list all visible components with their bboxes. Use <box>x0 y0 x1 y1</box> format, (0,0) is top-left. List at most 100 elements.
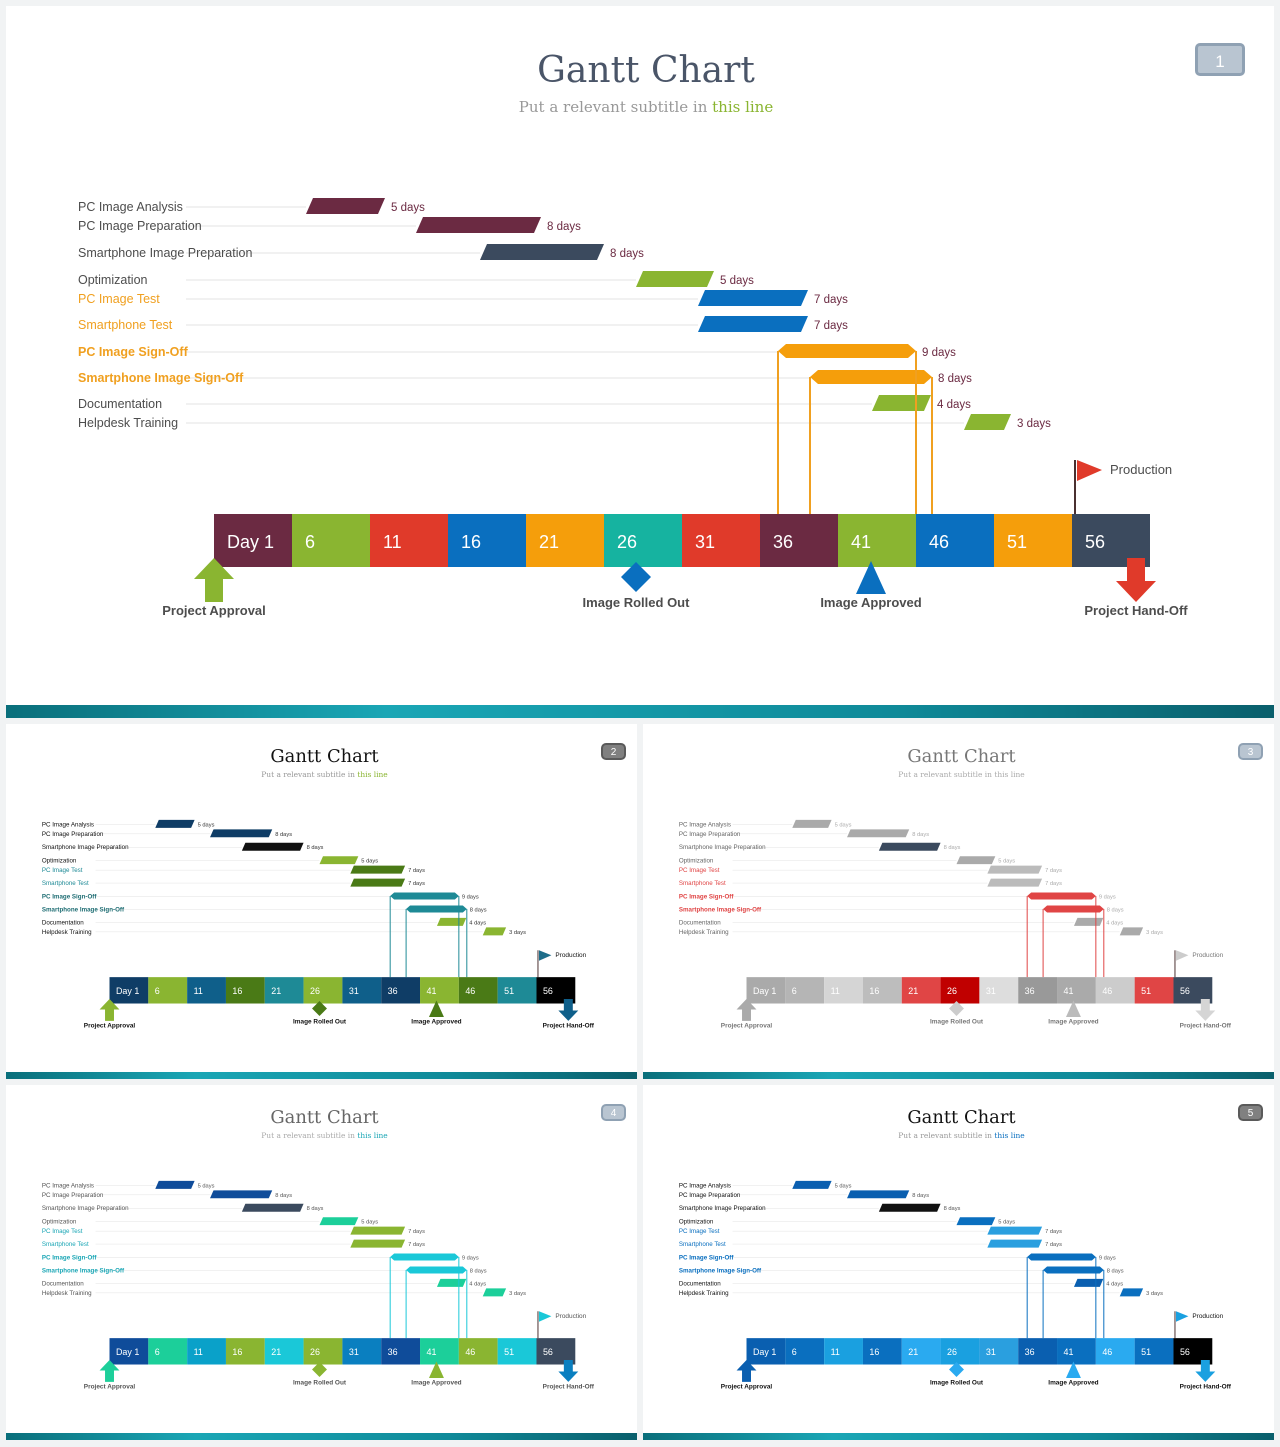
task-bar[interactable] <box>987 865 1043 874</box>
task-label: Smartphone Test <box>78 318 173 332</box>
timeline-cell <box>1134 1338 1174 1365</box>
task-duration: 4 days <box>937 399 971 411</box>
task-bar-signoff[interactable] <box>1027 1253 1096 1261</box>
task-bar[interactable] <box>878 842 941 851</box>
milestone-image-rolled-out: Image Rolled Out <box>583 595 691 610</box>
timeline-cell <box>1095 1338 1135 1365</box>
timeline-label: 26 <box>310 986 320 996</box>
timeline-cell <box>1018 1338 1058 1365</box>
task-bar[interactable] <box>987 878 1043 887</box>
task-bar[interactable] <box>878 1203 941 1212</box>
task-bar[interactable] <box>964 414 1011 430</box>
timeline-cell <box>824 977 863 1004</box>
task-bar[interactable] <box>436 1278 467 1287</box>
task-label: Helpdesk Training <box>78 416 178 430</box>
page-number-badge: 3 <box>1238 743 1263 760</box>
task-duration: 8 days <box>275 832 292 838</box>
task-bar[interactable] <box>987 1226 1043 1235</box>
timeline-label: 36 <box>388 1347 398 1357</box>
timeline-cell <box>785 1338 825 1365</box>
task-duration: 7 days <box>1045 1242 1062 1248</box>
timeline-label: 26 <box>617 532 637 552</box>
task-bar-signoff[interactable] <box>390 1253 459 1261</box>
task-bar[interactable] <box>436 917 467 926</box>
task-bar[interactable] <box>987 1239 1043 1248</box>
diamond-icon <box>312 1001 327 1016</box>
task-bar[interactable] <box>956 1217 996 1226</box>
task-bar-signoff[interactable] <box>406 1266 467 1274</box>
timeline-cell <box>979 977 1019 1004</box>
task-bar[interactable] <box>872 395 931 411</box>
task-duration: 7 days <box>1045 868 1062 874</box>
task-duration: 9 days <box>1099 1256 1116 1262</box>
task-bar[interactable] <box>482 1288 507 1297</box>
task-bar[interactable] <box>210 1190 273 1199</box>
milestone-image-approved: Image Approved <box>820 595 921 610</box>
task-label: Optimization <box>42 858 77 865</box>
task-bar[interactable] <box>1073 917 1104 926</box>
task-duration: 5 days <box>720 275 754 287</box>
task-bar[interactable] <box>636 271 714 287</box>
task-bar[interactable] <box>210 829 273 838</box>
task-bar[interactable] <box>482 927 507 936</box>
task-bar[interactable] <box>847 829 910 838</box>
task-label: Smartphone Test <box>42 880 89 887</box>
task-bar[interactable] <box>241 1203 304 1212</box>
task-bar[interactable] <box>792 1180 832 1189</box>
task-bar[interactable] <box>350 878 406 887</box>
task-bar[interactable] <box>155 819 195 828</box>
task-bar-signoff[interactable] <box>778 344 916 358</box>
task-bar[interactable] <box>956 856 996 865</box>
subtitle-text: Put a relevant subtitle in <box>898 1131 994 1140</box>
task-bar-signoff[interactable] <box>1027 892 1096 900</box>
task-bar[interactable] <box>350 865 406 874</box>
task-bar[interactable] <box>847 1190 910 1199</box>
milestone-image-approved: Image Approved <box>1048 1379 1098 1386</box>
arrow-up-icon <box>736 1360 757 1382</box>
arrow-down-icon <box>1195 1360 1216 1382</box>
task-bar[interactable] <box>306 198 385 214</box>
task-duration: 8 days <box>944 1206 961 1212</box>
gantt-diagram: Gantt Chart Put a relevant subtitle in th… <box>679 746 1232 1029</box>
timeline-label: 21 <box>908 986 918 996</box>
timeline-label: 51 <box>1141 1347 1151 1357</box>
task-bar[interactable] <box>416 217 541 233</box>
triangle-icon <box>428 1361 444 1378</box>
timeline-cell <box>940 1338 980 1365</box>
timeline-label: 11 <box>831 1347 840 1357</box>
task-bar[interactable] <box>319 856 359 865</box>
slide-subtitle: Put a relevant subtitle in this line <box>261 770 388 779</box>
slide-footer-strip <box>643 1072 1274 1079</box>
subtitle-text: Put a relevant subtitle in <box>261 1131 357 1140</box>
production-flag-icon <box>538 950 552 961</box>
slide-footer-strip <box>6 1072 637 1079</box>
task-bar-signoff[interactable] <box>1043 1266 1104 1274</box>
task-bar-signoff[interactable] <box>390 892 459 900</box>
task-bar-signoff[interactable] <box>810 370 932 384</box>
timeline-label: 21 <box>908 1347 918 1357</box>
timeline-label: 46 <box>465 1347 475 1357</box>
task-bar[interactable] <box>241 842 304 851</box>
task-bar[interactable] <box>792 819 832 828</box>
timeline-label: 36 <box>388 986 398 996</box>
task-label: PC Image Test <box>679 867 720 874</box>
task-bar[interactable] <box>350 1226 406 1235</box>
task-bar-signoff[interactable] <box>406 905 467 913</box>
task-bar[interactable] <box>350 1239 406 1248</box>
task-bar-signoff[interactable] <box>1043 905 1104 913</box>
task-bar[interactable] <box>155 1180 195 1189</box>
task-duration: 8 days <box>912 1193 929 1199</box>
task-bar[interactable] <box>1119 927 1144 936</box>
task-bar[interactable] <box>1073 1278 1104 1287</box>
timeline-cell <box>901 977 941 1004</box>
timeline-cell <box>901 1338 941 1365</box>
task-bar[interactable] <box>319 1217 359 1226</box>
page-number-badge: 5 <box>1238 1104 1263 1121</box>
timeline-label: 46 <box>465 986 475 996</box>
slide-title: Gantt Chart <box>270 1107 379 1128</box>
task-bar[interactable] <box>698 290 808 306</box>
task-bar[interactable] <box>698 316 808 332</box>
task-label: PC Image Test <box>679 1228 720 1235</box>
task-bar[interactable] <box>480 244 604 260</box>
task-bar[interactable] <box>1119 1288 1144 1297</box>
